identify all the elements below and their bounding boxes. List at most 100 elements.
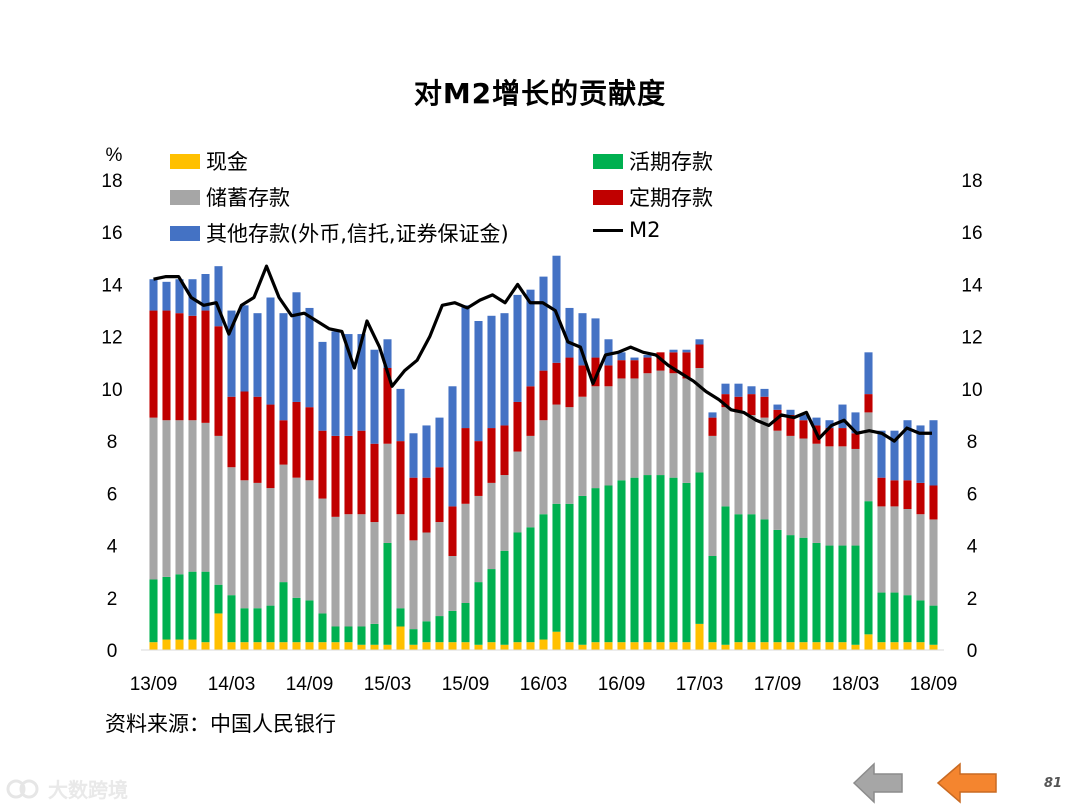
legend-label-other: 其他存款(外币,信托,证券保证金) xyxy=(206,222,509,246)
bar-other-2 xyxy=(175,279,184,314)
bar-time-21 xyxy=(422,477,431,533)
bar-savings-55 xyxy=(864,412,873,502)
bar-cash-12 xyxy=(305,642,314,650)
bar-other-27 xyxy=(500,313,509,426)
bar-demand-34 xyxy=(591,488,600,643)
bar-cash-29 xyxy=(526,642,535,650)
x-tick-14-09: 14/09 xyxy=(286,674,334,695)
bar-other-4 xyxy=(201,274,210,311)
bar-demand-58 xyxy=(903,595,912,643)
m2-line-layer xyxy=(153,264,932,443)
bar-savings-38 xyxy=(643,373,652,476)
bar-cash-26 xyxy=(487,642,496,650)
source-note: 资料来源：中国人民银行 xyxy=(105,712,336,736)
bar-savings-33 xyxy=(578,396,587,496)
bar-savings-26 xyxy=(487,482,496,570)
bar-cash-35 xyxy=(604,642,613,650)
bar-demand-55 xyxy=(864,501,873,635)
left-y-tick-12: 12 xyxy=(101,328,122,349)
bar-cash-49 xyxy=(786,642,795,650)
bar-savings-51 xyxy=(812,443,821,543)
bar-other-24 xyxy=(461,305,470,429)
bar-savings-4 xyxy=(201,422,210,572)
bar-other-32 xyxy=(565,307,574,358)
bar-other-26 xyxy=(487,315,496,429)
forward-arrow-icon[interactable] xyxy=(936,762,998,804)
bar-demand-45 xyxy=(734,514,743,643)
bar-time-5 xyxy=(214,326,223,436)
bar-time-52 xyxy=(825,428,834,447)
bar-other-40 xyxy=(669,349,678,353)
bar-savings-42 xyxy=(695,368,704,473)
bar-savings-46 xyxy=(747,415,756,515)
bar-time-57 xyxy=(890,480,899,507)
bar-demand-10 xyxy=(279,582,288,643)
bars-layer xyxy=(149,255,938,650)
bar-savings-24 xyxy=(461,503,470,603)
bar-time-19 xyxy=(396,441,405,515)
bar-other-48 xyxy=(773,404,782,410)
bar-savings-21 xyxy=(422,532,431,622)
bar-time-17 xyxy=(370,443,379,523)
bar-demand-1 xyxy=(162,576,171,640)
left-y-tick-18: 18 xyxy=(101,171,122,192)
x-tick-15-03: 15/03 xyxy=(364,674,412,695)
bar-demand-13 xyxy=(318,613,327,643)
bar-demand-11 xyxy=(292,597,301,643)
bar-cash-21 xyxy=(422,642,431,650)
bar-time-27 xyxy=(500,425,509,476)
bar-demand-25 xyxy=(474,582,483,645)
bar-cash-39 xyxy=(656,642,665,650)
bar-cash-19 xyxy=(396,626,405,650)
bar-demand-22 xyxy=(435,616,444,643)
bar-cash-43 xyxy=(708,642,717,650)
bar-demand-32 xyxy=(565,503,574,643)
bar-cash-5 xyxy=(214,613,223,650)
bar-savings-11 xyxy=(292,477,301,598)
bar-cash-44 xyxy=(721,644,730,650)
bar-other-25 xyxy=(474,321,483,442)
bar-time-24 xyxy=(461,428,470,504)
bar-other-56 xyxy=(877,430,886,478)
bar-other-7 xyxy=(240,305,249,392)
left-y-tick-6: 6 xyxy=(107,484,118,505)
bar-demand-60 xyxy=(929,605,938,645)
bar-demand-54 xyxy=(851,545,860,645)
bar-other-12 xyxy=(305,307,314,408)
bar-demand-43 xyxy=(708,556,717,643)
bar-demand-37 xyxy=(630,477,639,643)
bar-cash-18 xyxy=(383,644,392,650)
bar-demand-33 xyxy=(578,495,587,645)
bar-time-53 xyxy=(838,428,847,447)
bar-demand-50 xyxy=(799,537,808,643)
bar-other-10 xyxy=(279,313,288,421)
right-y-tick-6: 6 xyxy=(967,484,978,505)
bar-cash-37 xyxy=(630,642,639,650)
back-arrow-icon[interactable] xyxy=(852,762,904,804)
legend-line-m2 xyxy=(593,228,623,232)
bar-demand-31 xyxy=(552,503,561,632)
bar-demand-30 xyxy=(539,514,548,640)
bar-other-13 xyxy=(318,341,327,431)
bar-time-28 xyxy=(513,401,522,452)
bar-cash-0 xyxy=(149,642,158,650)
bar-other-35 xyxy=(604,339,613,366)
legend-swatch-demand xyxy=(593,153,623,169)
bar-demand-53 xyxy=(838,545,847,643)
bar-time-41 xyxy=(682,352,691,379)
bar-demand-16 xyxy=(357,626,366,645)
legend-item-time: 定期存款 xyxy=(593,182,713,212)
bar-other-31 xyxy=(552,255,561,363)
bar-demand-20 xyxy=(409,629,418,645)
legend-swatch-cash xyxy=(170,153,200,169)
bar-demand-4 xyxy=(201,571,210,643)
bar-time-26 xyxy=(487,428,496,483)
bar-time-32 xyxy=(565,357,574,408)
bar-other-33 xyxy=(578,313,587,366)
bar-other-36 xyxy=(617,352,626,361)
bar-cash-25 xyxy=(474,644,483,650)
legend-item-demand: 活期存款 xyxy=(593,146,713,176)
bar-time-6 xyxy=(227,396,236,468)
bar-savings-48 xyxy=(773,430,782,530)
